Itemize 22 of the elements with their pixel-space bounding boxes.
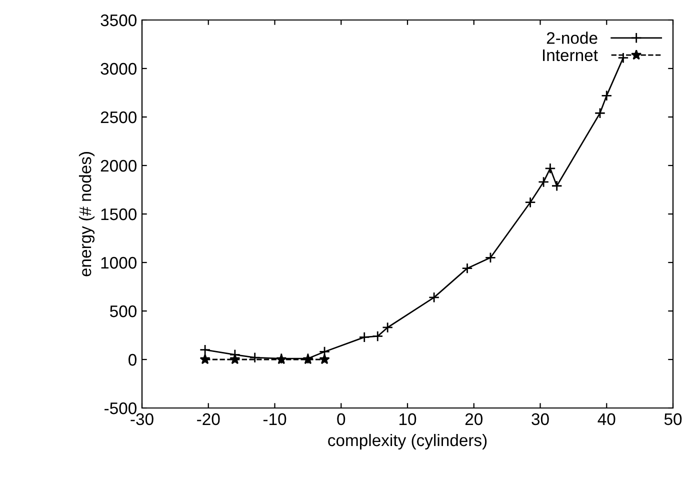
x-tick-label: 0	[337, 413, 346, 426]
x-tick-label: 10	[400, 413, 416, 426]
y-tick-label: 2000	[100, 160, 136, 172]
y-tick-label: 3000	[100, 62, 136, 75]
x-tick-label: 30	[532, 413, 549, 426]
x-tick-label: 40	[598, 413, 616, 426]
y-tick-label: 1500	[101, 208, 136, 220]
y-tick-label: 0	[128, 354, 136, 366]
x-tick-label: -30	[130, 413, 154, 426]
y-axis-title: energy (# nodes)	[78, 152, 95, 276]
y-tick-label: 1000	[101, 256, 136, 269]
x-tick-label: -10	[263, 413, 286, 426]
y-tick-label: -500	[104, 402, 136, 414]
x-tick-label: 20	[465, 413, 482, 426]
y-tick-label: 2500	[100, 111, 136, 124]
y-tick-label: 3500	[100, 14, 136, 26]
x-tick-label: 50	[664, 413, 682, 426]
x-axis-title: complexity (cylinders)	[328, 434, 487, 450]
legend-label: Internet	[543, 49, 598, 62]
legend-label: 2-node	[546, 32, 598, 44]
y-tick-label: 500	[110, 305, 136, 318]
x-tick-label: -20	[197, 413, 220, 426]
